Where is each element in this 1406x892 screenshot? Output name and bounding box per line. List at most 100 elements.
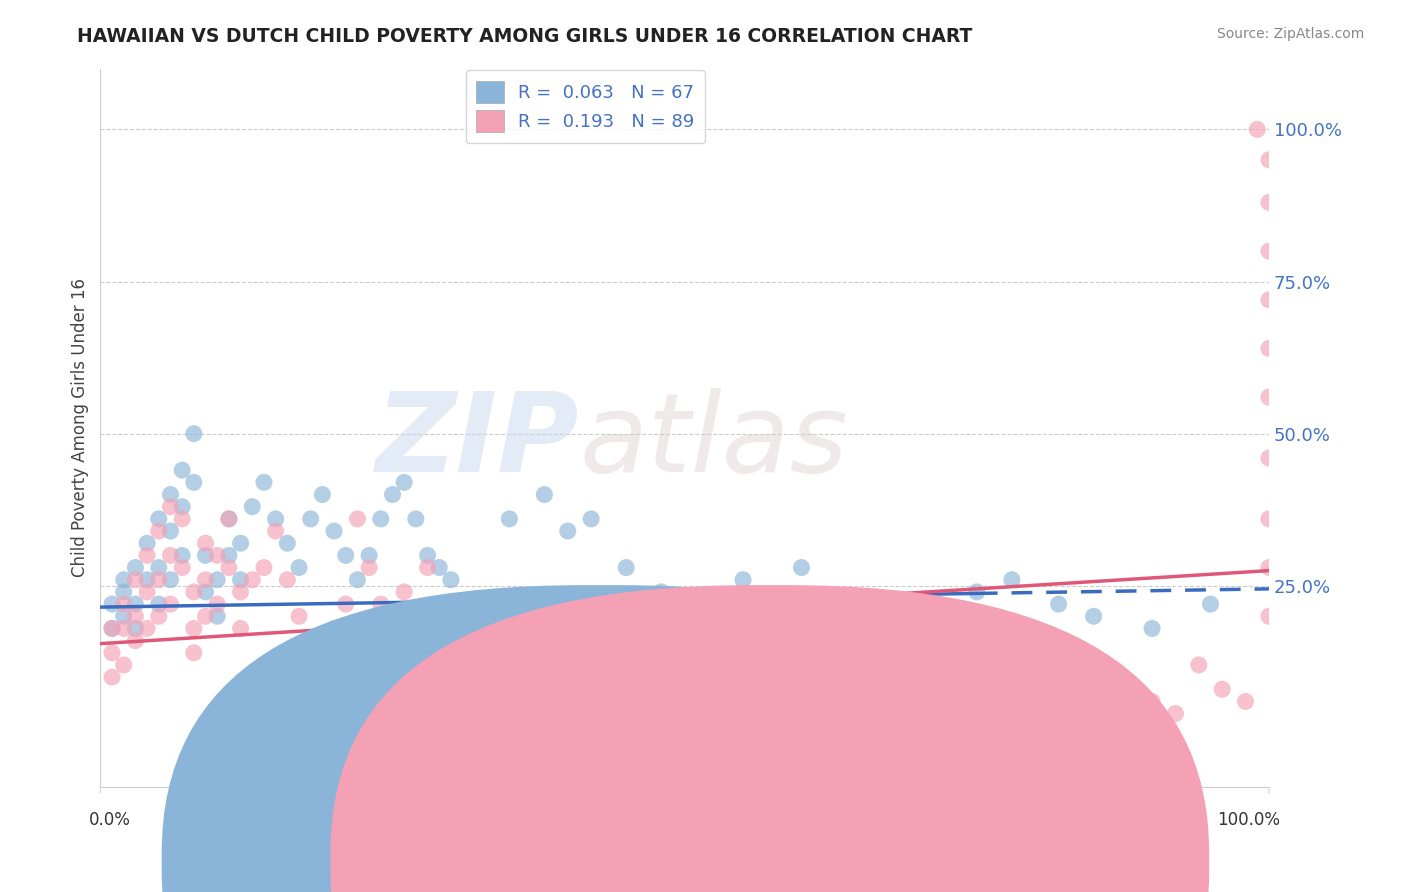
Point [229,622,252,636]
Point [766,682,789,697]
Point [1164,706,1187,721]
Point [148,573,170,587]
Point [814,670,837,684]
Point [931,682,953,697]
Point [148,524,170,538]
Point [673,657,696,672]
Point [1001,682,1024,697]
Point [614,560,637,574]
Point [264,524,287,538]
Point [194,573,217,587]
Point [1047,597,1070,611]
Point [849,609,872,624]
Point [579,657,602,672]
Point [323,524,346,538]
Point [159,549,181,563]
Point [346,512,368,526]
Point [1258,153,1281,167]
Point [381,487,404,501]
Point [1140,694,1163,708]
Point [159,524,181,538]
Point [405,512,427,526]
Point [148,560,170,574]
Point [136,585,159,599]
Point [183,475,205,490]
Text: ZIP: ZIP [375,388,579,495]
Point [218,512,240,526]
Point [194,549,217,563]
Point [276,536,298,550]
Point [427,597,450,611]
Point [884,694,907,708]
Point [1258,450,1281,465]
Point [288,609,311,624]
Point [112,585,135,599]
Point [112,573,135,587]
Point [136,536,159,550]
Point [194,609,217,624]
Point [814,597,837,611]
Point [627,682,650,697]
Point [533,487,555,501]
Point [159,500,181,514]
Point [405,609,427,624]
Point [253,560,276,574]
Point [498,512,520,526]
Point [323,622,346,636]
Point [650,585,672,599]
Point [1047,694,1070,708]
Point [1140,622,1163,636]
Point [194,585,217,599]
Text: 100.0%: 100.0% [1218,811,1281,829]
Point [112,622,135,636]
Point [124,573,146,587]
Point [101,622,124,636]
Point [136,573,159,587]
Point [183,622,205,636]
Point [966,585,988,599]
Point [276,573,298,587]
Point [931,646,953,660]
Point [1258,244,1281,258]
Point [183,646,205,660]
Point [370,597,392,611]
Point [392,475,415,490]
Point [253,475,276,490]
Point [557,524,579,538]
Point [172,500,194,514]
Point [240,500,263,514]
Text: Dutch: Dutch [792,856,841,874]
Point [205,549,228,563]
Point [229,585,252,599]
Point [1234,694,1257,708]
Point [148,597,170,611]
Point [218,560,240,574]
Text: Hawaiians: Hawaiians [623,856,707,874]
Point [1258,195,1281,210]
Point [101,670,124,684]
Point [1211,682,1233,697]
Point [907,670,929,684]
Point [124,560,146,574]
Text: Source: ZipAtlas.com: Source: ZipAtlas.com [1216,27,1364,41]
Point [370,512,392,526]
Point [205,609,228,624]
Point [416,549,439,563]
Point [510,670,533,684]
Point [359,560,381,574]
Text: 0.0%: 0.0% [89,811,131,829]
Point [579,512,602,526]
Point [172,549,194,563]
Point [346,573,368,587]
Point [1199,597,1222,611]
Point [790,657,813,672]
Point [685,609,707,624]
Point [205,597,228,611]
Point [1258,390,1281,404]
Point [218,549,240,563]
Point [1246,122,1268,136]
Point [381,622,404,636]
Point [440,573,463,587]
Legend: R =  0.063   N = 67, R =  0.193   N = 89: R = 0.063 N = 67, R = 0.193 N = 89 [465,70,704,144]
Point [299,512,322,526]
